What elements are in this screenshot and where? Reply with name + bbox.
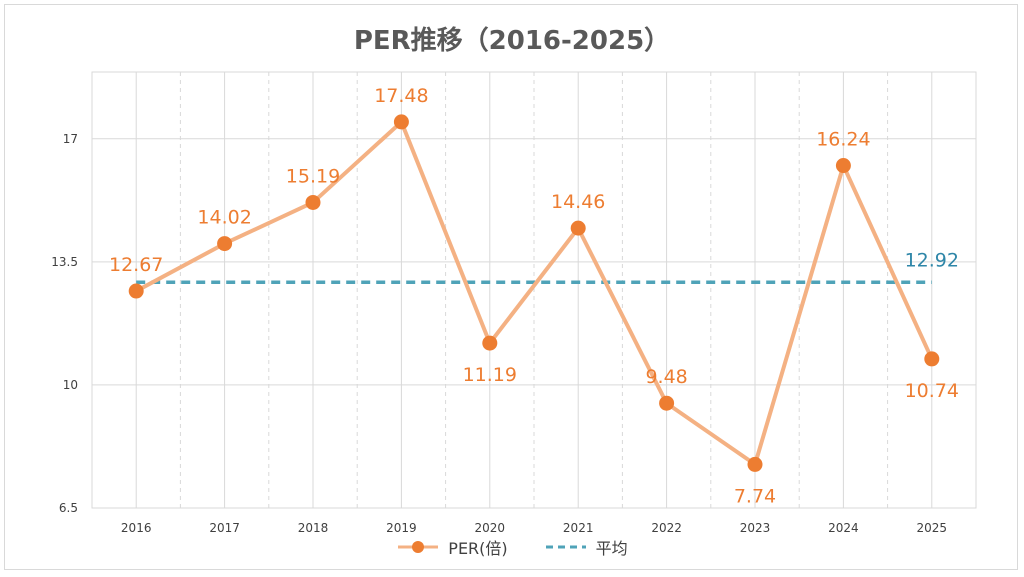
x-tick-label: 2025 — [917, 521, 948, 535]
x-tick-label: 2020 — [475, 521, 506, 535]
x-tick-label: 2019 — [386, 521, 417, 535]
y-tick-label: 6.5 — [59, 501, 78, 515]
y-tick-label: 10 — [63, 378, 78, 392]
legend-item-per: PER(倍) — [396, 535, 508, 559]
per-data-label: 11.19 — [463, 364, 517, 386]
per-point — [305, 194, 321, 210]
chart-title: PER推移（2016-2025） — [353, 26, 671, 56]
legend-per-swatch — [398, 541, 439, 553]
per-line — [135, 119, 934, 467]
per-data-label: 15.19 — [286, 165, 340, 187]
per-data-label: 14.02 — [197, 207, 251, 229]
per-point — [393, 114, 409, 130]
legend-average-swatch — [545, 545, 586, 549]
x-tick-label: 2023 — [740, 521, 771, 535]
legend-per-label: PER(倍) — [448, 539, 508, 558]
per-point — [482, 335, 498, 351]
per-point — [924, 351, 940, 367]
per-data-label: 16.24 — [816, 129, 870, 151]
per-series — [128, 114, 940, 472]
per-point — [128, 283, 144, 299]
x-tick-label: 2017 — [209, 521, 240, 535]
legend: PER(倍) 平均 — [0, 535, 1024, 559]
legend-average-label: 平均 — [595, 539, 628, 558]
data-labels: 12.67 14.02 15.19 17.48 11.19 14.46 9.48 7.74 16… — [109, 85, 959, 507]
per-data-label: 7.74 — [734, 485, 776, 507]
per-point — [570, 220, 586, 236]
y-axis-ticks: 6.5 10 13.5 17 — [51, 132, 78, 515]
per-data-label: 17.48 — [374, 85, 428, 107]
per-point — [747, 456, 763, 472]
per-point — [835, 158, 851, 174]
gridlines — [92, 72, 976, 509]
per-point — [659, 395, 675, 411]
y-tick-label: 17 — [63, 132, 78, 146]
legend-item-average: 平均 — [544, 535, 628, 559]
x-tick-label: 2024 — [828, 521, 859, 535]
x-axis-ticks: 2016 2017 2018 2019 2020 2021 2022 2023 2024 2025 — [121, 521, 947, 535]
x-tick-label: 2016 — [121, 521, 152, 535]
per-data-label: 10.74 — [905, 380, 959, 402]
x-tick-label: 2022 — [651, 521, 682, 535]
x-tick-label: 2021 — [563, 521, 594, 535]
per-data-label: 9.48 — [645, 366, 687, 388]
per-data-label: 12.67 — [109, 254, 163, 276]
chart-frame — [4, 4, 1018, 570]
average-data-label: 12.92 — [905, 249, 959, 271]
per-point — [217, 236, 233, 252]
y-tick-label: 13.5 — [51, 255, 78, 269]
x-tick-label: 2018 — [298, 521, 329, 535]
per-data-label: 14.46 — [551, 191, 605, 213]
